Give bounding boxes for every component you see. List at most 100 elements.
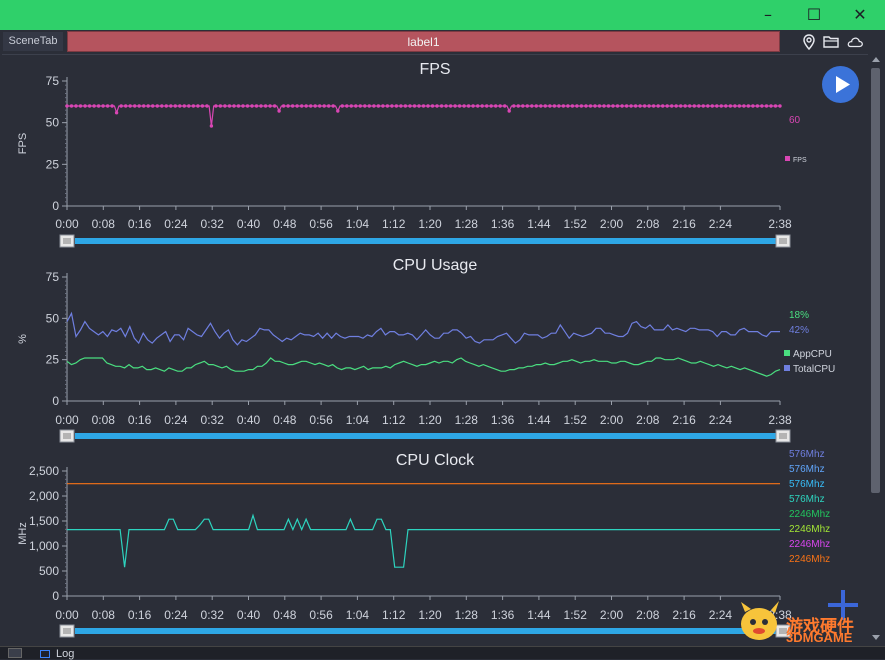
series-point: [606, 104, 611, 108]
series-point: [773, 104, 778, 108]
series-point: [710, 104, 714, 108]
series-point: [408, 104, 412, 108]
log-checkbox[interactable]: [40, 650, 50, 658]
x-tick-label: 2:16: [672, 413, 696, 427]
x-tick-label: 1:28: [455, 608, 479, 622]
slider-handle-body: [775, 429, 791, 443]
series-point: [435, 104, 439, 108]
series-point: [430, 104, 435, 108]
x-tick-label: 0:00: [55, 413, 79, 427]
x-tick-label: 0:24: [164, 608, 188, 622]
scroll-down-arrow-icon[interactable]: [872, 635, 880, 640]
legend-label-totalcpu: TotalCPU: [793, 364, 835, 375]
x-tick-label: 1:44: [527, 217, 551, 231]
clock-legend-2: 576Mhz: [789, 479, 825, 490]
range-slider-left-handle[interactable]: [59, 429, 75, 443]
series-point: [92, 104, 96, 108]
y-tick-label: 75: [46, 74, 60, 88]
series-point: [670, 104, 674, 108]
play-icon: [836, 76, 850, 93]
chart-title-1: CPU Usage: [393, 257, 478, 274]
x-tick-label: 1:44: [527, 413, 551, 427]
series-point: [245, 104, 250, 108]
series-point: [512, 104, 516, 108]
x-tick-label: 0:08: [92, 413, 116, 427]
x-tick-label: 1:52: [564, 217, 588, 231]
x-tick-label: 1:52: [564, 413, 588, 427]
play-button[interactable]: [822, 66, 859, 103]
tab-bar: SceneTab label1: [0, 30, 885, 54]
series-point: [78, 104, 83, 108]
series-point: [322, 104, 326, 108]
series-point: [358, 104, 362, 108]
folder-icon[interactable]: [822, 33, 840, 51]
add-chart-button[interactable]: [826, 588, 860, 622]
series-point: [444, 104, 448, 108]
legend-label-appcpu: AppCPU: [793, 349, 832, 360]
y-axis-label-1: %: [17, 334, 29, 344]
series-point: [471, 104, 475, 108]
y-tick-label: 500: [39, 564, 59, 578]
series-point: [521, 104, 525, 108]
series-point: [209, 124, 214, 128]
range-slider-left-handle[interactable]: [59, 624, 75, 638]
scene-tab[interactable]: SceneTab: [3, 32, 63, 51]
location-icon[interactable]: [800, 33, 818, 51]
series-point: [543, 104, 547, 108]
range-slider-right-handle[interactable]: [775, 624, 791, 638]
scrollbar-thumb[interactable]: [871, 68, 880, 493]
legend-swatch-appcpu: [784, 350, 790, 356]
maximize-button[interactable]: ☐: [806, 5, 822, 24]
x-tick-label: 0:48: [273, 608, 297, 622]
watermark-brand: 3DMGAME: [786, 630, 853, 645]
range-slider-right-handle[interactable]: [775, 429, 791, 443]
y-tick-label: 75: [46, 270, 60, 284]
x-tick-label: 1:12: [382, 608, 406, 622]
series-point: [327, 104, 331, 108]
series-point: [715, 104, 719, 108]
x-tick-label: 0:16: [128, 413, 152, 427]
series-point: [110, 104, 114, 108]
series-point: [575, 104, 579, 108]
series-point: [665, 104, 669, 108]
series-point: [421, 104, 426, 108]
series-point: [539, 104, 543, 108]
y-tick-label: 2,500: [29, 464, 59, 478]
bottom-bar: [0, 646, 885, 659]
series-point: [105, 104, 110, 108]
series-point: [476, 104, 480, 108]
series-point: [376, 104, 381, 108]
close-button[interactable]: ✕: [853, 5, 867, 24]
legend-swatch-totalcpu: [784, 365, 790, 371]
active-label-tab[interactable]: label1: [67, 31, 780, 52]
series-point: [200, 104, 205, 108]
series-point: [290, 104, 295, 108]
minimize-button[interactable]: –: [764, 5, 772, 24]
x-tick-label: 1:28: [455, 217, 479, 231]
series-point: [169, 104, 173, 108]
series-point: [507, 109, 511, 113]
log-label: Log: [56, 648, 75, 660]
series-point: [525, 104, 529, 108]
clock-legend-5: 2246Mhz: [789, 524, 830, 535]
range-slider-left-handle[interactable]: [59, 234, 75, 248]
scroll-up-arrow-icon[interactable]: [872, 57, 880, 62]
series-point: [133, 104, 137, 108]
range-slider-right-handle[interactable]: [775, 234, 791, 248]
series-point: [742, 104, 746, 108]
series-point: [318, 104, 322, 108]
series-line-AppCPU: [66, 357, 781, 377]
cloud-icon[interactable]: [846, 33, 864, 51]
clock-legend-1: 576Mhz: [789, 464, 825, 475]
series-point: [101, 104, 105, 108]
mascot-logo-icon: [741, 601, 779, 640]
x-tick-label: 1:04: [346, 608, 370, 622]
series-point: [286, 104, 290, 108]
series-point: [629, 104, 633, 108]
series-point: [503, 104, 507, 108]
collapse-log-toggle[interactable]: [8, 648, 22, 658]
series-point: [164, 104, 168, 108]
appcpu-current-value: 18%: [789, 310, 809, 321]
series-point: [733, 104, 737, 108]
series-point: [114, 111, 119, 115]
